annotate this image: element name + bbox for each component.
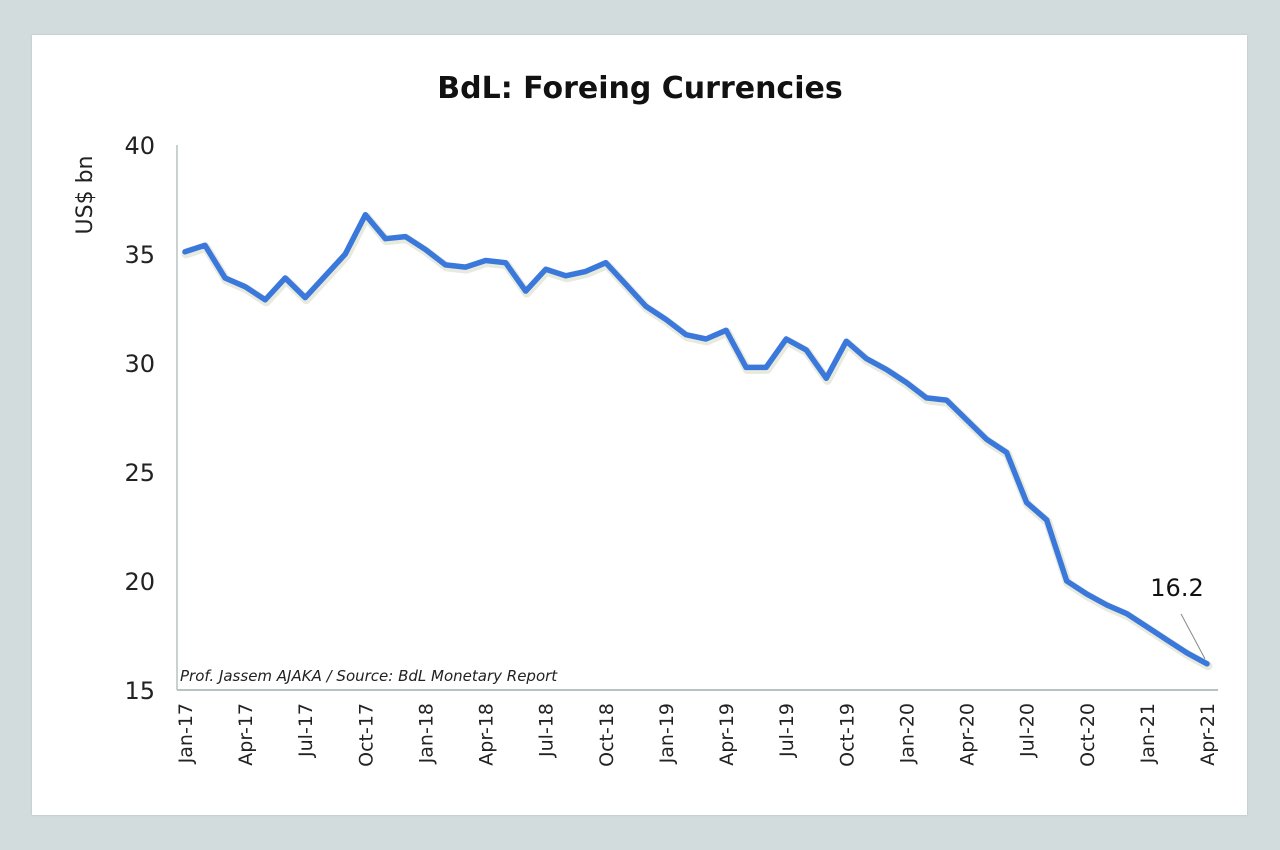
data-point xyxy=(202,243,208,248)
x-tick-label: Oct-20 xyxy=(1077,703,1099,767)
data-point xyxy=(242,284,248,289)
x-tick-label: Jul-20 xyxy=(1017,703,1039,758)
data-point xyxy=(383,236,388,241)
data-point xyxy=(1084,591,1089,597)
data-point xyxy=(1064,578,1069,584)
data-point xyxy=(1044,517,1049,523)
data-point xyxy=(1124,611,1130,616)
data-point xyxy=(483,258,488,263)
y-tick-label: 30 xyxy=(124,350,155,378)
annotation-leader-line xyxy=(1180,613,1206,660)
x-tick-label: Apr-20 xyxy=(957,703,979,766)
data-point xyxy=(323,273,328,278)
data-point xyxy=(543,267,548,272)
data-point xyxy=(1104,602,1110,608)
x-tick-label: Apr-21 xyxy=(1197,703,1219,766)
data-point xyxy=(783,336,789,342)
data-point xyxy=(563,273,568,278)
y-tick-label: 25 xyxy=(124,459,155,487)
data-point xyxy=(904,380,909,385)
data-point xyxy=(643,304,649,309)
data-point xyxy=(804,347,809,353)
data-point xyxy=(1144,624,1150,629)
data-point xyxy=(1204,661,1210,667)
data-point xyxy=(663,317,669,322)
x-tick-label: Apr-17 xyxy=(235,703,257,766)
data-point xyxy=(824,376,829,381)
data-point xyxy=(403,234,408,239)
data-point xyxy=(723,328,729,333)
data-point xyxy=(703,336,709,342)
data-point xyxy=(964,417,969,422)
series-line xyxy=(182,212,1210,667)
x-tick-label: Jan-19 xyxy=(656,703,678,764)
data-point xyxy=(182,249,188,255)
x-tick-label: Apr-18 xyxy=(476,703,498,766)
x-tick-label: Jul-18 xyxy=(536,703,558,758)
data-point xyxy=(984,437,989,442)
x-tick-label: Jan-17 xyxy=(175,703,197,764)
data-point xyxy=(443,262,448,268)
x-tick-label: Jul-17 xyxy=(295,703,317,758)
data-point xyxy=(623,282,629,287)
x-tick-label: Jan-20 xyxy=(896,703,918,764)
data-point xyxy=(743,365,749,370)
data-point xyxy=(1184,650,1190,656)
data-point xyxy=(1024,500,1029,505)
data-point xyxy=(343,251,348,257)
x-tick-label: Oct-19 xyxy=(836,703,858,767)
y-axis-label: US$ bn xyxy=(73,156,98,235)
x-tick-label: Jan-21 xyxy=(1137,703,1159,764)
chart-title: BdL: Foreing Currencies xyxy=(437,71,842,106)
data-point xyxy=(1164,637,1170,643)
data-point xyxy=(683,332,689,337)
data-point xyxy=(864,356,869,361)
y-tick-label: 20 xyxy=(124,568,155,596)
y-tick-label: 40 xyxy=(124,132,155,160)
data-point xyxy=(1004,450,1009,455)
data-point xyxy=(363,212,368,217)
x-tick-label: Oct-18 xyxy=(596,703,618,767)
data-point xyxy=(262,297,268,302)
data-point xyxy=(423,247,428,252)
data-point xyxy=(924,395,929,401)
x-tick-label: Jan-18 xyxy=(415,703,437,764)
data-point xyxy=(303,295,308,300)
chart-card xyxy=(32,35,1247,815)
data-label: 16.2 xyxy=(1150,574,1203,602)
y-tick-label: 15 xyxy=(124,677,155,705)
series-line-shadow xyxy=(181,212,1213,671)
data-point xyxy=(523,288,528,294)
data-point xyxy=(884,367,889,372)
x-tick-label: Oct-17 xyxy=(355,703,377,767)
data-point xyxy=(944,397,949,403)
data-point xyxy=(503,260,508,265)
x-tick-label: Apr-19 xyxy=(716,703,738,766)
data-point xyxy=(222,275,228,281)
data-point xyxy=(463,264,468,270)
y-tick-label: 35 xyxy=(124,241,155,269)
x-tick-label: Jul-19 xyxy=(776,703,798,758)
data-point xyxy=(282,275,288,281)
source-note: Prof. Jassem AJAKA / Source: BdL Monetar… xyxy=(180,667,558,685)
data-point xyxy=(583,269,588,274)
data-point xyxy=(763,365,769,370)
data-point xyxy=(844,339,849,344)
data-point xyxy=(603,260,609,265)
